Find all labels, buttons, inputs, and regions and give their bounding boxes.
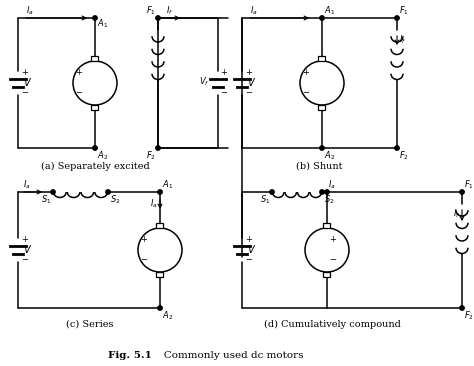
Circle shape — [156, 146, 160, 150]
Bar — [156, 223, 164, 228]
Text: $+$: $+$ — [21, 67, 29, 77]
Text: $-$: $-$ — [21, 254, 29, 262]
Text: $I_a$: $I_a$ — [23, 179, 31, 191]
Bar — [319, 105, 326, 110]
Text: $F_1$: $F_1$ — [399, 4, 409, 17]
Text: $V$: $V$ — [23, 76, 32, 88]
Text: $-$: $-$ — [329, 254, 337, 262]
Text: (d) Cumulatively compound: (d) Cumulatively compound — [264, 320, 401, 329]
Circle shape — [156, 16, 160, 20]
Text: $S_2$: $S_2$ — [110, 193, 120, 205]
Circle shape — [106, 190, 110, 194]
Text: $-$: $-$ — [245, 87, 253, 95]
Text: $+$: $+$ — [329, 234, 337, 244]
Circle shape — [320, 190, 324, 194]
Text: $F_2$: $F_2$ — [399, 149, 409, 161]
Text: $F_2$: $F_2$ — [464, 309, 474, 321]
Text: $V$: $V$ — [23, 243, 32, 255]
Text: $V_f$: $V_f$ — [200, 76, 210, 88]
Text: $I_f$: $I_f$ — [166, 4, 173, 17]
Circle shape — [460, 190, 464, 194]
Text: $I_a$: $I_a$ — [26, 4, 34, 17]
Text: $+$: $+$ — [140, 234, 148, 244]
Circle shape — [325, 190, 329, 194]
Text: $S_2$: $S_2$ — [324, 193, 335, 205]
Text: $+$: $+$ — [220, 67, 228, 77]
Text: $-$: $-$ — [75, 87, 83, 95]
Text: $S_1$: $S_1$ — [41, 193, 51, 205]
Text: $I_a$: $I_a$ — [250, 4, 258, 17]
Text: $I_f$: $I_f$ — [399, 34, 406, 46]
Bar — [91, 105, 99, 110]
Text: $+$: $+$ — [302, 67, 310, 77]
Circle shape — [158, 306, 162, 310]
Text: $-$: $-$ — [220, 87, 228, 95]
Text: Fig. 5.1: Fig. 5.1 — [108, 351, 152, 359]
Text: $V$: $V$ — [247, 243, 256, 255]
Circle shape — [395, 146, 399, 150]
Text: $A_2$: $A_2$ — [97, 149, 109, 161]
Text: $+$: $+$ — [21, 234, 29, 244]
Text: (a) Separately excited: (a) Separately excited — [41, 162, 149, 171]
Text: $-$: $-$ — [302, 87, 310, 95]
Bar — [323, 223, 330, 228]
Text: $F_1$: $F_1$ — [464, 179, 474, 191]
Text: $+$: $+$ — [245, 67, 253, 77]
Text: $A_1$: $A_1$ — [324, 4, 335, 17]
Text: $A_1$: $A_1$ — [97, 17, 108, 30]
Circle shape — [460, 306, 464, 310]
Text: $+$: $+$ — [245, 234, 253, 244]
Circle shape — [93, 146, 97, 150]
Text: $A_1$: $A_1$ — [162, 179, 173, 191]
Text: $A_2$: $A_2$ — [324, 149, 335, 161]
Bar — [156, 272, 164, 277]
Circle shape — [270, 190, 274, 194]
Text: $A_2$: $A_2$ — [162, 309, 173, 321]
Bar — [319, 56, 326, 61]
Circle shape — [158, 190, 162, 194]
Text: $F_1$: $F_1$ — [146, 4, 156, 17]
Text: Commonly used dc motors: Commonly used dc motors — [154, 351, 303, 359]
Circle shape — [93, 16, 97, 20]
Text: (b) Shunt: (b) Shunt — [296, 162, 342, 171]
Text: $F_2$: $F_2$ — [146, 149, 156, 161]
Bar — [91, 56, 99, 61]
Text: $I_a$: $I_a$ — [150, 198, 158, 210]
Text: $I_f$: $I_f$ — [453, 208, 460, 220]
Circle shape — [320, 146, 324, 150]
Text: $+$: $+$ — [75, 67, 83, 77]
Text: $V$: $V$ — [247, 76, 256, 88]
Circle shape — [51, 190, 55, 194]
Circle shape — [320, 16, 324, 20]
Text: $-$: $-$ — [21, 87, 29, 95]
Text: $-$: $-$ — [245, 254, 253, 262]
Bar — [323, 272, 330, 277]
Text: $-$: $-$ — [140, 254, 148, 262]
Text: $I_a$: $I_a$ — [328, 179, 336, 191]
Circle shape — [395, 16, 399, 20]
Text: $S_1$: $S_1$ — [260, 193, 270, 205]
Text: (c) Series: (c) Series — [66, 320, 114, 329]
